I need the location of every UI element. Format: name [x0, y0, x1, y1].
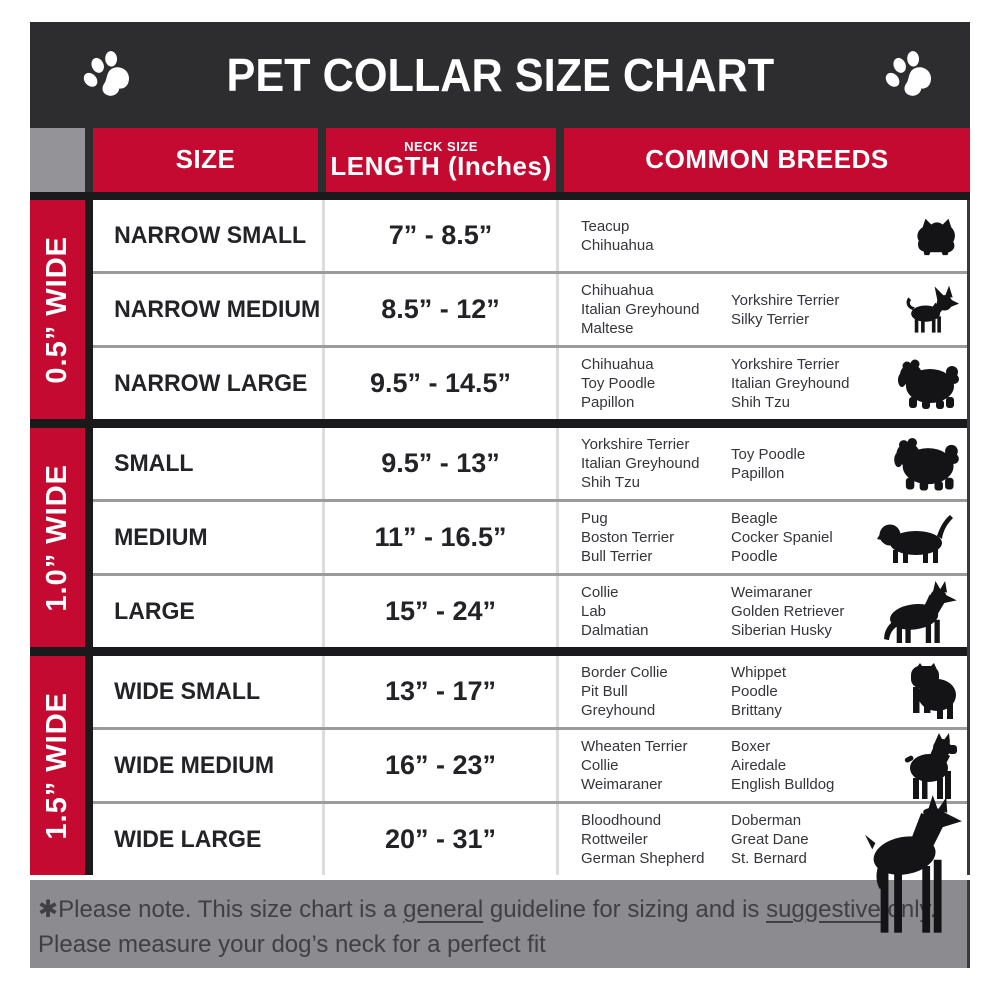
- table-row: WIDE LARGE 20” - 31” Bloodhound Rottweil…: [93, 795, 967, 933]
- size-label: SMALL: [114, 449, 194, 477]
- width-strip-10: 1.0” WIDE: [30, 428, 85, 647]
- size-label: MEDIUM: [114, 523, 208, 551]
- underlined-word: general: [403, 896, 484, 923]
- width-group-10: 1.0” WIDE SMALL 9.5” - 13” Yorkshire Ter…: [30, 428, 967, 647]
- neck-length-value: 9.5” - 13”: [322, 428, 556, 499]
- title-bar: PET COLLAR SIZE CHART: [30, 22, 970, 128]
- boxer-icon: [897, 732, 959, 799]
- page-title: PET COLLAR SIZE CHART: [226, 49, 774, 101]
- group-rows: SMALL 9.5” - 13” Yorkshire Terrier Itali…: [93, 428, 967, 647]
- width-group-05: 0.5” WIDE NARROW SMALL 7” - 8.5” Teacup …: [30, 200, 967, 419]
- table-row: NARROW LARGE 9.5” - 14.5” Chihuahua Toy …: [93, 345, 967, 419]
- yorkshire-terrier-icon: [913, 216, 959, 256]
- column-header-breeds: COMMON BREEDS: [564, 128, 970, 192]
- asterisk: ✱: [38, 896, 59, 923]
- shih-tzu-icon: [897, 359, 959, 409]
- size-label: NARROW MEDIUM: [114, 295, 321, 323]
- neck-length-value: 15” - 24”: [322, 576, 556, 647]
- breeds-cell: Chihuahua Toy Poodle Papillon Yorkshire …: [556, 348, 967, 419]
- beagle-icon: [875, 512, 959, 564]
- breeds-cell: Border Collie Pit Bull Greyhound Whippet…: [556, 656, 967, 727]
- table-row: WIDE SMALL 13” - 17” Border Collie Pit B…: [93, 656, 967, 727]
- breeds-list-2: Yorkshire Terrier Silky Terrier: [731, 291, 840, 328]
- column-header-size: SIZE: [93, 128, 318, 192]
- breeds-cell: Pug Boston Terrier Bull Terrier Beagle C…: [556, 502, 967, 573]
- length-label: LENGTH (Inches): [330, 151, 552, 182]
- column-header-length: NECK SIZE LENGTH (Inches): [326, 128, 556, 192]
- width-label: 1.0” WIDE: [41, 463, 73, 612]
- breeds-list-2: Beagle Cocker Spaniel Poodle: [731, 510, 833, 565]
- shih-tzu-icon: [893, 437, 959, 490]
- breeds-list-2: Yorkshire Terrier Italian Greyhound Shih…: [731, 356, 850, 411]
- breeds-list-1: Yorkshire Terrier Italian Greyhound Shih…: [581, 436, 700, 491]
- table-row: NARROW MEDIUM 8.5” - 12” Chihuahua Itali…: [93, 271, 967, 345]
- table-row: SMALL 9.5” - 13” Yorkshire Terrier Itali…: [93, 428, 967, 499]
- size-label: WIDE LARGE: [114, 825, 262, 853]
- width-label: 0.5” WIDE: [41, 235, 73, 384]
- paw-print-icon: [80, 46, 138, 104]
- size-label: WIDE SMALL: [114, 677, 261, 705]
- breeds-cell: Yorkshire Terrier Italian Greyhound Shih…: [556, 428, 967, 499]
- breeds-list-2: Toy Poodle Papillon: [731, 445, 806, 482]
- size-label: LARGE: [114, 597, 195, 625]
- breeds-list-2: Whippet Poodle Brittany: [731, 664, 787, 719]
- breeds-list-2: Weimaraner Golden Retriever Siberian Hus…: [731, 584, 845, 639]
- underlined-word: suggestive: [766, 896, 881, 923]
- neck-length-value: 9.5” - 14.5”: [322, 348, 556, 419]
- chihuahua-icon: [903, 285, 959, 335]
- breeds-cell: Bloodhound Rottweiler German Shepherd Do…: [556, 795, 967, 933]
- size-label: WIDE MEDIUM: [114, 751, 275, 779]
- neck-length-value: 20” - 31”: [322, 804, 556, 875]
- neck-length-value: 7” - 8.5”: [322, 200, 556, 271]
- breeds-cell: Collie Lab Dalmatian Weimaraner Golden R…: [556, 576, 967, 647]
- breeds-list-1: Chihuahua Italian Greyhound Maltese: [581, 282, 700, 337]
- corner-cell: [30, 128, 85, 192]
- width-strip-05: 0.5” WIDE: [30, 200, 85, 419]
- breeds-list-2: Doberman Great Dane St. Bernard: [731, 812, 809, 867]
- breeds-list-1: Pug Boston Terrier Bull Terrier: [581, 510, 675, 565]
- paw-print-icon: [882, 46, 940, 104]
- breeds-cell: Chihuahua Italian Greyhound Maltese York…: [556, 274, 967, 345]
- breeds-list-1: Border Collie Pit Bull Greyhound: [581, 664, 668, 719]
- table-row: WIDE MEDIUM 16” - 23” Wheaten Terrier Co…: [93, 727, 967, 801]
- size-table-body: 0.5” WIDE NARROW SMALL 7” - 8.5” Teacup …: [30, 200, 970, 933]
- neck-length-value: 8.5” - 12”: [322, 274, 556, 345]
- breeds-list-1: Chihuahua Toy Poodle Papillon: [581, 356, 656, 411]
- width-strip-15: 1.5” WIDE: [30, 656, 85, 875]
- group-rows: NARROW SMALL 7” - 8.5” Teacup Chihuahua …: [93, 200, 967, 419]
- pit-bull-icon: [903, 662, 959, 721]
- width-group-15: 1.5” WIDE WIDE SMALL 13” - 17” Border Co…: [30, 656, 967, 933]
- column-header-row: SIZE NECK SIZE LENGTH (Inches) COMMON BR…: [30, 128, 970, 192]
- neck-size-sublabel: NECK SIZE: [404, 138, 478, 154]
- breeds-list-1: Teacup Chihuahua: [581, 217, 654, 254]
- table-row: LARGE 15” - 24” Collie Lab Dalmatian Wei…: [93, 573, 967, 647]
- footer-note-line1: ✱Please note. This size chart is a gener…: [38, 896, 937, 923]
- neck-length-value: 11” - 16.5”: [322, 502, 556, 573]
- width-label: 1.5” WIDE: [41, 691, 73, 840]
- header-divider: [30, 192, 970, 200]
- size-label: NARROW LARGE: [114, 369, 308, 397]
- neck-length-value: 13” - 17”: [322, 656, 556, 727]
- breeds-list-1: Bloodhound Rottweiler German Shepherd: [581, 812, 705, 867]
- german-shepherd-icon: [877, 580, 959, 643]
- breeds-list-1: Wheaten Terrier Collie Weimaraner: [581, 738, 688, 793]
- table-row: MEDIUM 11” - 16.5” Pug Boston Terrier Bu…: [93, 499, 967, 573]
- footer-note: ✱Please note. This size chart is a gener…: [30, 880, 970, 968]
- doberman-icon: [865, 795, 965, 937]
- breeds-cell: Wheaten Terrier Collie Weimaraner Boxer …: [556, 730, 967, 801]
- breeds-list-2: Boxer Airedale English Bulldog: [731, 738, 835, 793]
- breeds-cell: Teacup Chihuahua: [556, 200, 967, 271]
- table-row: NARROW SMALL 7” - 8.5” Teacup Chihuahua: [93, 200, 967, 271]
- size-label: NARROW SMALL: [114, 221, 307, 249]
- footer-note-line2: Please measure your dog’s neck for a per…: [38, 931, 546, 958]
- group-rows: WIDE SMALL 13” - 17” Border Collie Pit B…: [93, 656, 967, 933]
- neck-length-value: 16” - 23”: [322, 730, 556, 801]
- breeds-list-1: Collie Lab Dalmatian: [581, 584, 649, 639]
